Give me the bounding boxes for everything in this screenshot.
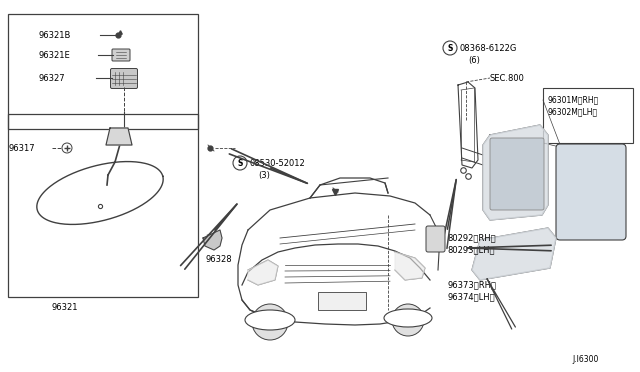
Text: 96328: 96328	[205, 256, 232, 264]
Text: 96317: 96317	[8, 144, 35, 153]
Text: 80293〈LH〉: 80293〈LH〉	[447, 246, 495, 254]
Polygon shape	[203, 230, 222, 250]
Bar	[318, 292, 366, 310]
Text: 96321B: 96321B	[38, 31, 70, 39]
Text: 08530-52012: 08530-52012	[250, 158, 306, 167]
Text: 96321: 96321	[52, 302, 78, 311]
FancyBboxPatch shape	[111, 68, 138, 89]
Text: 96321E: 96321E	[38, 51, 70, 60]
Bar	[543, 88, 633, 143]
FancyBboxPatch shape	[112, 49, 130, 61]
Text: 96374〈LH〉: 96374〈LH〉	[448, 292, 495, 301]
Polygon shape	[395, 252, 425, 280]
Text: S: S	[447, 44, 452, 52]
Text: 96373〈RH〉: 96373〈RH〉	[448, 280, 497, 289]
Ellipse shape	[245, 310, 295, 330]
Polygon shape	[248, 260, 278, 285]
Text: 96302M〈LH〉: 96302M〈LH〉	[548, 108, 598, 116]
Bar	[8, 114, 198, 297]
Text: 96301M〈RH〉: 96301M〈RH〉	[548, 96, 599, 105]
FancyBboxPatch shape	[426, 226, 445, 252]
Text: J.I6300: J.I6300	[572, 356, 598, 365]
Bar	[8, 14, 198, 129]
Text: (6): (6)	[468, 55, 480, 64]
Text: 08368-6122G: 08368-6122G	[460, 44, 517, 52]
Text: (3): (3)	[258, 170, 270, 180]
Text: 96366M〈LH〉: 96366M〈LH〉	[560, 157, 611, 167]
Text: SEC.800: SEC.800	[490, 74, 525, 83]
Circle shape	[252, 304, 288, 340]
FancyBboxPatch shape	[556, 144, 626, 240]
Text: S: S	[237, 158, 243, 167]
Ellipse shape	[384, 309, 432, 327]
Text: 96365M〈RH〉: 96365M〈RH〉	[560, 145, 611, 154]
Polygon shape	[472, 228, 556, 280]
Text: 80292〈RH〉: 80292〈RH〉	[447, 234, 495, 243]
Text: 96327: 96327	[38, 74, 65, 83]
Polygon shape	[483, 125, 548, 220]
Polygon shape	[106, 128, 132, 145]
Circle shape	[392, 304, 424, 336]
FancyBboxPatch shape	[490, 138, 544, 210]
